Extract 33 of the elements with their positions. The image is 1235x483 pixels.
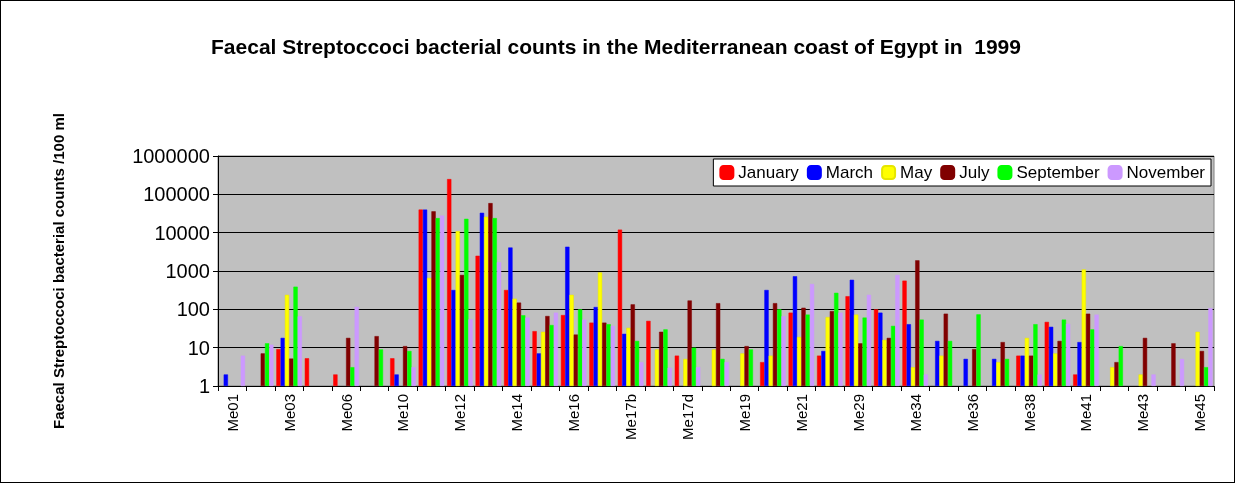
x-tick-label: Me17d	[679, 394, 697, 440]
chart-title: Faecal Streptoccoci bacterial counts in the Mediterranean coast of Egypt in 1999	[211, 34, 1021, 58]
x-tick-label: Me01	[223, 394, 241, 432]
x-tick-label: Me41	[1077, 394, 1095, 432]
y-tick-label: 100000	[143, 183, 210, 206]
x-tick-label: Me43	[1134, 394, 1152, 432]
legend-label: July	[959, 163, 990, 182]
y-tick-label: 10000	[154, 221, 210, 244]
x-tick-label: Me29	[849, 394, 867, 432]
y-tick-label: 1000	[165, 260, 210, 282]
x-tick-label: Me21	[792, 394, 810, 432]
y-tick-label: 1	[198, 375, 210, 397]
legend-label: January	[738, 163, 800, 182]
x-tick-label: Me17b	[622, 394, 640, 440]
x-tick-label: Me36	[963, 394, 981, 432]
x-tick-label: Me03	[280, 394, 298, 432]
x-tick-label: Me45	[1191, 394, 1209, 432]
x-tick-label: Me10	[394, 394, 412, 432]
x-tick-label: Me19	[735, 394, 753, 432]
legend-label: March	[825, 163, 874, 182]
legend-label: September	[1016, 163, 1100, 182]
y-tick-label: 1000000	[132, 145, 210, 167]
x-tick-label: Me34	[906, 394, 924, 432]
legend-label: November	[1126, 163, 1206, 182]
x-tick-label: Me38	[1020, 394, 1038, 432]
x-tick-label: Me12	[451, 394, 469, 432]
y-tick-label: 100	[176, 298, 210, 321]
legend-label: May	[900, 163, 933, 182]
x-tick-label: Me06	[337, 394, 355, 432]
y-tick-label: 10	[187, 336, 210, 359]
x-tick-label: Me14	[508, 394, 526, 432]
y-axis-title: Faecal Streptoccoci bacterial counts /100 ml	[49, 113, 67, 429]
x-tick-label: Me16	[565, 394, 583, 432]
